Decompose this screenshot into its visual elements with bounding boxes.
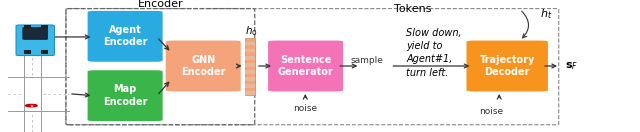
Text: $h_0$: $h_0$	[244, 24, 257, 38]
Bar	[245, 49, 255, 52]
Text: GNN
Encoder: GNN Encoder	[181, 55, 225, 77]
Bar	[24, 50, 31, 54]
FancyBboxPatch shape	[87, 10, 163, 62]
Bar	[41, 50, 49, 54]
Text: Trajectory
Decoder: Trajectory Decoder	[479, 55, 535, 77]
Bar	[245, 42, 255, 45]
Bar	[24, 25, 31, 29]
FancyBboxPatch shape	[268, 40, 344, 92]
FancyBboxPatch shape	[87, 70, 163, 122]
Text: $\mathbf{s}_F$: $\mathbf{s}_F$	[565, 60, 579, 72]
Text: ✕: ✕	[29, 103, 33, 108]
Text: Slow down,
yield to
Agent#1,
turn left.: Slow down, yield to Agent#1, turn left.	[406, 28, 462, 78]
Text: Agent
Encoder: Agent Encoder	[103, 25, 147, 48]
Bar	[245, 91, 255, 95]
Text: Map
Encoder: Map Encoder	[103, 84, 147, 107]
Bar	[41, 25, 49, 29]
Text: noise: noise	[479, 107, 504, 116]
Text: noise: noise	[293, 104, 317, 113]
Text: Tokens: Tokens	[394, 4, 431, 14]
FancyBboxPatch shape	[165, 40, 241, 92]
Text: $h_t$: $h_t$	[540, 7, 552, 21]
Bar	[245, 84, 255, 88]
Bar	[245, 77, 255, 81]
Bar	[245, 70, 255, 74]
Circle shape	[26, 104, 37, 107]
Text: Encoder: Encoder	[138, 0, 183, 9]
Text: Sentence
Generator: Sentence Generator	[278, 55, 333, 77]
FancyBboxPatch shape	[466, 40, 548, 92]
FancyBboxPatch shape	[23, 27, 47, 39]
FancyArrowPatch shape	[522, 11, 529, 38]
Bar	[245, 38, 255, 95]
FancyBboxPatch shape	[16, 25, 54, 56]
Bar	[245, 63, 255, 67]
Text: sample: sample	[351, 56, 384, 65]
Bar	[245, 56, 255, 60]
